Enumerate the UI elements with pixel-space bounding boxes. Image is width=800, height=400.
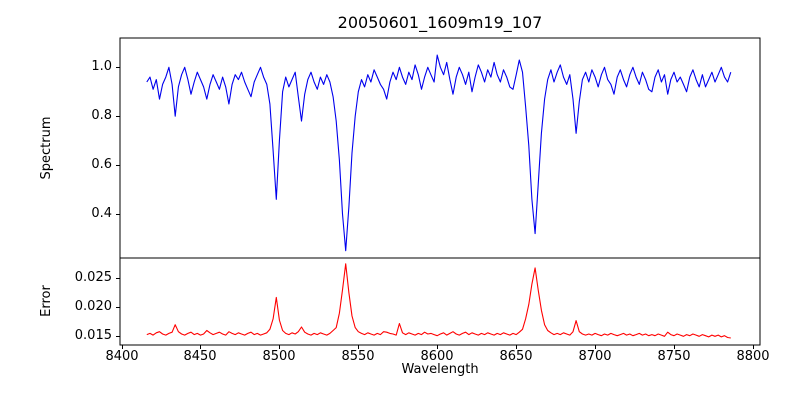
spectrum-panel-frame <box>119 37 761 259</box>
y-tick-label: 0.6 <box>91 157 112 172</box>
y-tick-label: 0.020 <box>74 299 112 314</box>
x-tick-label: 8400 <box>105 349 139 364</box>
y-tick-label: 1.0 <box>91 59 112 74</box>
x-tick-label: 8450 <box>183 349 217 364</box>
tick-marks <box>116 67 754 349</box>
x-tick-label: 8800 <box>736 349 770 364</box>
x-tick-label: 8650 <box>499 349 533 364</box>
y-tick-label: 0.8 <box>91 108 112 123</box>
x-tick-label: 8500 <box>262 349 296 364</box>
y-tick-label: 0.015 <box>74 328 112 343</box>
y-tick-label: 0.4 <box>91 206 112 221</box>
x-tick-label: 8600 <box>420 349 454 364</box>
x-axis-label: Wavelength <box>401 362 479 377</box>
error-panel-frame <box>119 257 761 346</box>
spectrum-line <box>146 54 732 252</box>
x-tick-label: 8700 <box>578 349 612 364</box>
y-tick-label: 0.025 <box>74 270 112 285</box>
x-tick-label: 8750 <box>657 349 691 364</box>
x-tick-label: 8550 <box>341 349 375 364</box>
chart-title: 20050601_1609m19_107 <box>337 13 543 32</box>
error-line <box>146 263 731 339</box>
